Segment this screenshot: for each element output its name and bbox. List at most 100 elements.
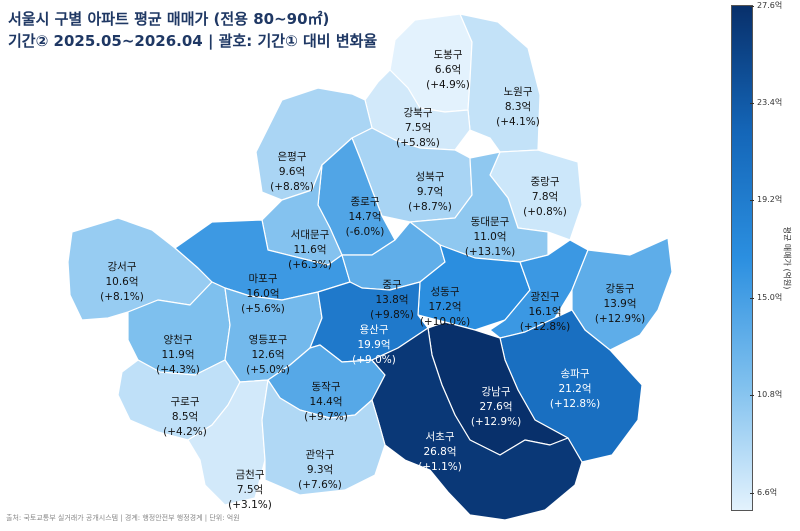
district-name: 동작구 [312, 381, 341, 393]
district-change: (+12.8%) [550, 398, 600, 410]
district-price: 11.0억 [473, 231, 506, 243]
district-price: 7.5억 [405, 122, 431, 134]
district-name: 서초구 [426, 431, 455, 443]
district-price: 27.6억 [479, 401, 512, 413]
district-change: (+8.1%) [100, 291, 144, 303]
district-change: (+7.6%) [298, 479, 342, 491]
source-note: 출처: 국토교통부 실거래가 공개시스템 | 경계: 행정안전부 행정경계 | … [6, 514, 240, 522]
district-change: (+6.3%) [288, 259, 332, 271]
district-label: 종로구 14.7억 (-6.0%) [346, 196, 385, 238]
district-nowon[interactable] [459, 13, 541, 153]
district-label: 영등포구 12.6억 (+5.0%) [246, 334, 290, 376]
colorbar-tick: 19.2억 [749, 194, 782, 205]
district-name: 강북구 [404, 107, 433, 119]
district-price: 11.9억 [161, 349, 194, 361]
district-change: (+5.0%) [246, 364, 290, 376]
district-name: 성동구 [431, 286, 460, 298]
district-change: (+9.0%) [352, 354, 396, 366]
district-price: 14.7억 [348, 211, 381, 223]
district-change: (+10.0%) [420, 316, 470, 328]
district-change: (+4.2%) [163, 426, 207, 438]
district-name: 성북구 [416, 171, 445, 183]
district-price: 7.8억 [532, 191, 558, 203]
district-name: 구로구 [171, 396, 200, 408]
district-label: 구로구 8.5억 (+4.2%) [163, 396, 207, 438]
district-label: 서초구 26.8억 (+1.1%) [418, 431, 462, 473]
district-name: 광진구 [531, 291, 560, 303]
district-label: 동작구 14.4억 (+9.7%) [304, 381, 348, 423]
district-name: 관악구 [306, 449, 335, 461]
district-label: 노원구 8.3억 (+4.1%) [496, 86, 540, 128]
district-name: 강남구 [482, 386, 511, 398]
district-change: (+8.7%) [408, 201, 452, 213]
district-label: 중구 13.8억 (+9.8%) [370, 279, 414, 321]
colorbar-tick: 10.8억 [749, 389, 782, 400]
district-label: 성동구 17.2억 (+10.0%) [420, 286, 470, 328]
district-gwanak[interactable] [261, 379, 386, 496]
colorbar-tick: 6.6억 [749, 487, 777, 498]
district-name: 은평구 [278, 151, 307, 163]
district-label: 강남구 27.6억 (+12.9%) [471, 386, 521, 428]
district-change: (+0.8%) [523, 206, 567, 218]
district-gangdong[interactable] [571, 237, 673, 351]
district-name: 도봉구 [434, 49, 463, 61]
district-label: 서대문구 11.6억 (+6.3%) [288, 229, 332, 271]
district-change: (+8.8%) [270, 181, 314, 193]
colorbar-tick: 23.4억 [749, 97, 782, 108]
district-name: 용산구 [360, 324, 389, 336]
district-label: 강북구 7.5억 (+5.8%) [396, 107, 440, 149]
district-price: 26.8억 [423, 446, 456, 458]
district-name: 노원구 [504, 86, 533, 98]
district-change: (+12.9%) [471, 416, 521, 428]
district-price: 8.5억 [172, 411, 198, 423]
district-label: 동대문구 11.0억 (+13.1%) [465, 216, 515, 258]
district-name: 마포구 [249, 273, 278, 285]
district-label: 강서구 10.6억 (+8.1%) [100, 261, 144, 303]
district-name: 강동구 [606, 283, 635, 295]
map-subtitle: 기간② 2025.05~2026.04 | 괄호: 기간① 대비 변화율 [8, 32, 378, 50]
district-price: 8.3억 [505, 101, 531, 113]
district-price: 21.2억 [558, 383, 591, 395]
colorbar-tick: 15.0억 [749, 292, 782, 303]
district-price: 9.7억 [417, 186, 443, 198]
district-price: 16.0억 [246, 288, 279, 300]
district-change: (+1.1%) [418, 461, 462, 473]
district-price: 16.1억 [528, 306, 561, 318]
district-change: (+12.8%) [520, 321, 570, 333]
map-title: 서울시 구별 아파트 평균 매매가 (전용 80~90㎡) [8, 10, 330, 28]
district-price: 9.3억 [307, 464, 333, 476]
district-price: 12.6억 [251, 349, 284, 361]
district-price: 10.6억 [105, 276, 138, 288]
district-change: (+3.1%) [228, 499, 272, 511]
district-price: 9.6억 [279, 166, 305, 178]
district-change: (-6.0%) [346, 226, 385, 238]
district-name: 동대문구 [471, 216, 510, 228]
district-name: 송파구 [561, 368, 590, 380]
district-change: (+4.3%) [156, 364, 200, 376]
district-change: (+12.9%) [595, 313, 645, 325]
district-price: 11.6억 [293, 244, 326, 256]
district-change: (+5.6%) [241, 303, 285, 315]
district-price: 17.2억 [428, 301, 461, 313]
district-change: (+4.1%) [496, 116, 540, 128]
district-label: 은평구 9.6억 (+8.8%) [270, 151, 314, 193]
district-change: (+4.9%) [426, 79, 470, 91]
colorbar-tick: 27.6억 [749, 0, 782, 11]
district-name: 강서구 [108, 261, 137, 273]
district-label: 양천구 11.9억 (+4.3%) [156, 334, 200, 376]
district-name: 서대문구 [291, 229, 330, 241]
district-change: (+9.8%) [370, 309, 414, 321]
district-label: 마포구 16.0억 (+5.6%) [241, 273, 285, 315]
district-name: 종로구 [351, 196, 380, 208]
district-label: 용산구 19.9억 (+9.0%) [352, 324, 396, 366]
district-change: (+13.1%) [465, 246, 515, 258]
district-change: (+5.8%) [396, 137, 440, 149]
district-price: 14.4억 [309, 396, 342, 408]
district-label: 도봉구 6.6억 (+4.9%) [426, 49, 470, 91]
district-name: 중구 [382, 279, 402, 291]
district-price: 7.5억 [237, 484, 263, 496]
district-change: (+9.7%) [304, 411, 348, 423]
district-label: 광진구 16.1억 (+12.8%) [520, 291, 570, 333]
district-price: 19.9억 [357, 339, 390, 351]
